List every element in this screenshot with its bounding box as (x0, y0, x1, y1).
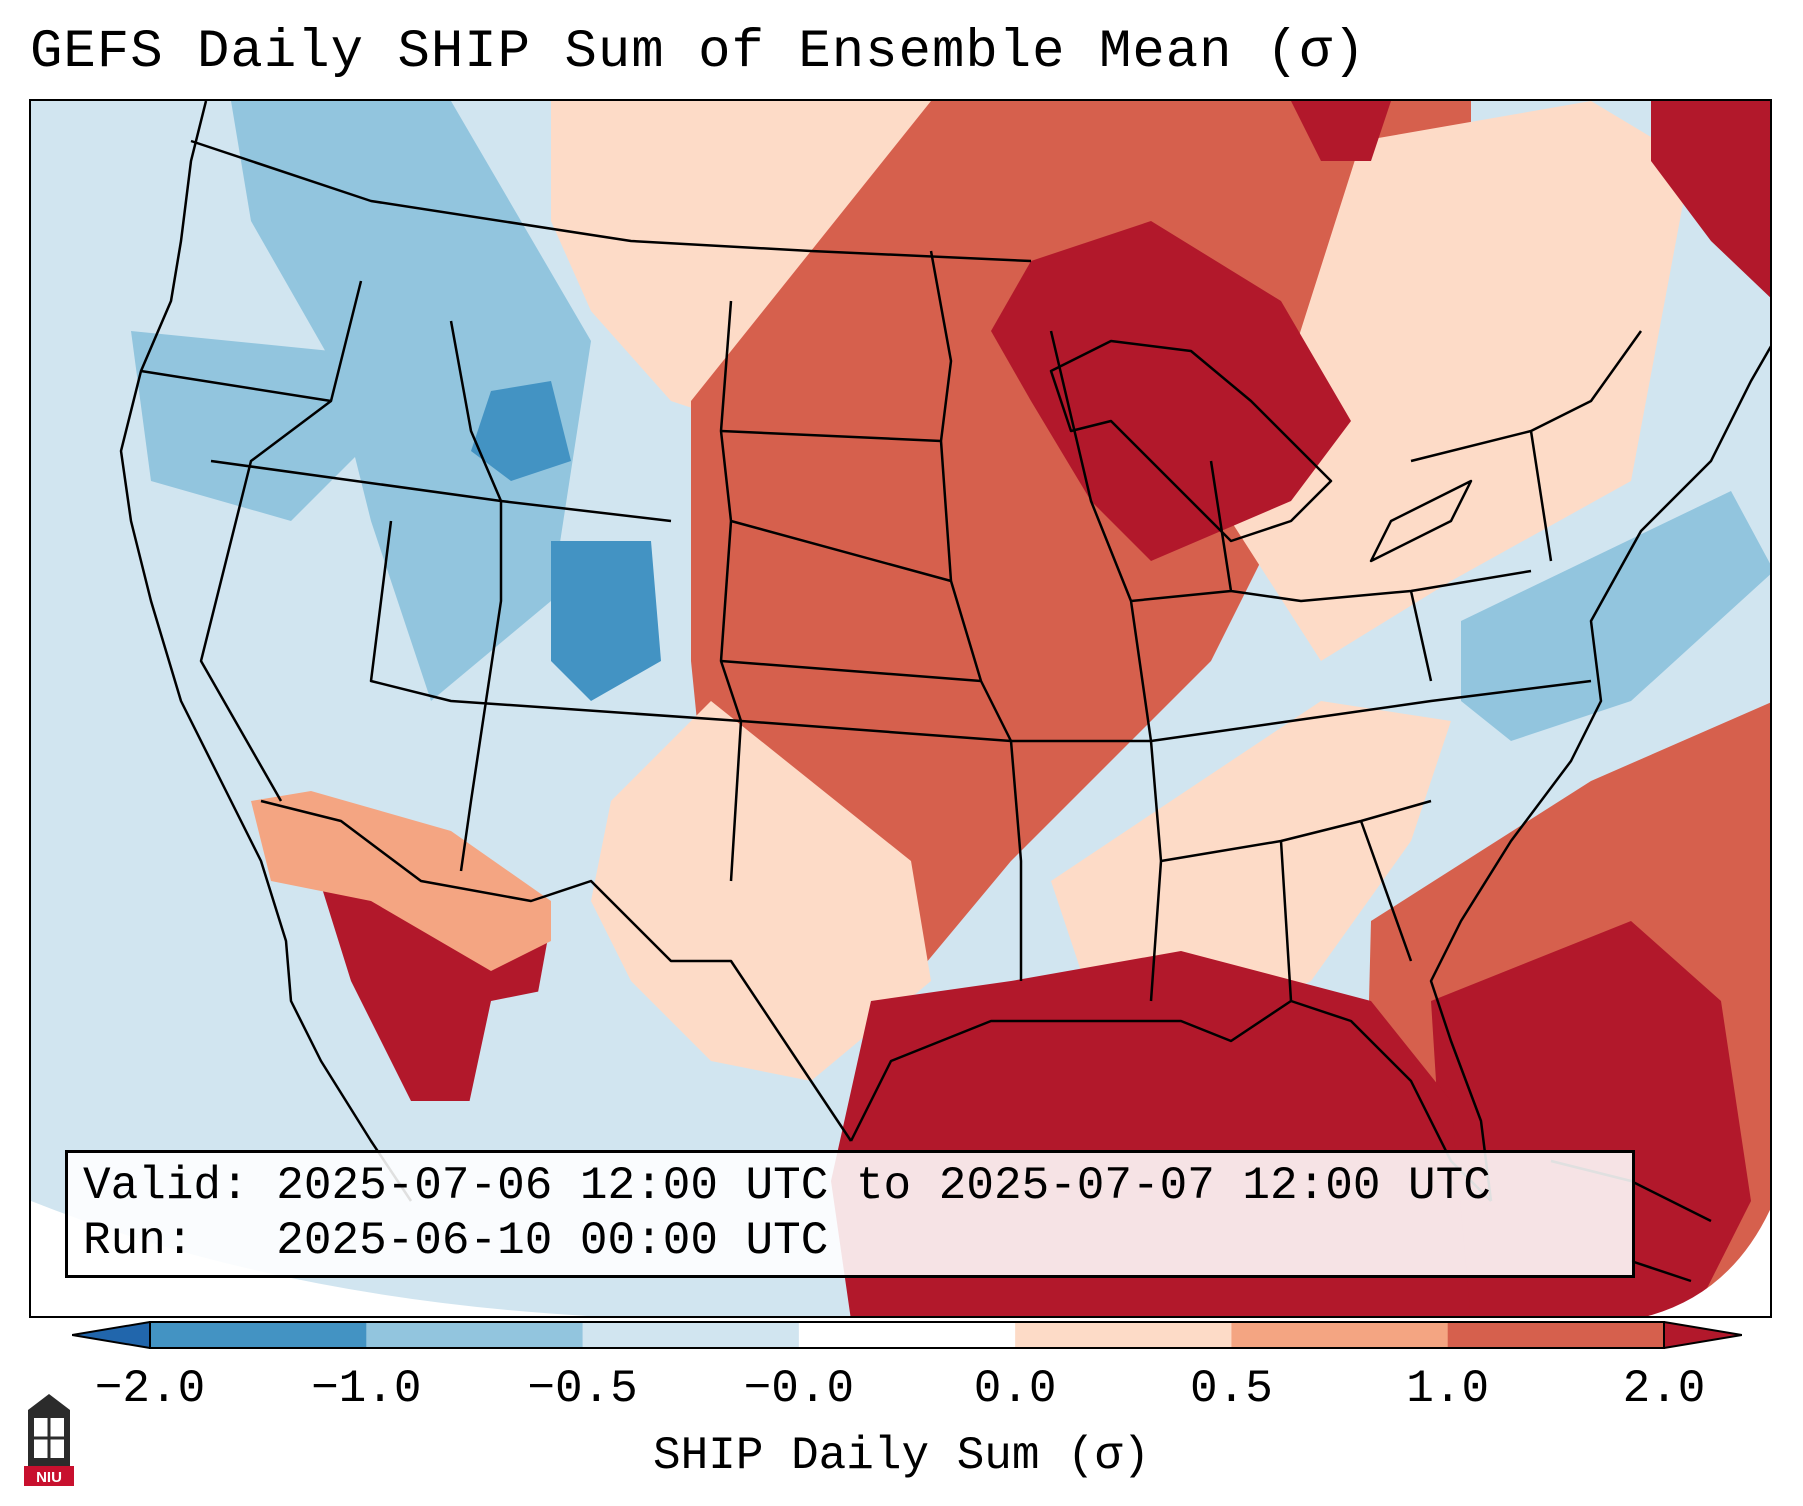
region-mid-atlantic-negative (1461, 491, 1770, 741)
west-coastline (119, 101, 413, 1202)
colorbar-tick-labels: −2.0 −1.0 −0.5 −0.0 0.0 0.5 1.0 2.0 (0, 1363, 1803, 1415)
region-maritimes-strong (1651, 101, 1770, 298)
colorbar-tick-label: −2.0 (94, 1363, 206, 1415)
colorbar-outline (149, 1321, 1665, 1349)
region-texas (591, 701, 931, 1081)
region-hudson-strong (1291, 101, 1391, 161)
run-label: Run: (83, 1215, 194, 1267)
colorbar-under-outline (72, 1321, 151, 1349)
colorbar-tick-label: −0.0 (743, 1363, 855, 1415)
colorbar (72, 1321, 1742, 1349)
colorbar-tick-label: −0.5 (527, 1363, 638, 1415)
chart-title: GEFS Daily SHIP Sum of Ensemble Mean (σ) (30, 22, 1367, 83)
colorbar-bin (1015, 1322, 1232, 1348)
valid-label: Valid: (83, 1160, 249, 1212)
valid-value: 2025-07-06 12:00 UTC to 2025-07-07 12:00… (276, 1160, 1491, 1212)
colorbar-bin (366, 1322, 584, 1348)
state-lines-west (140, 280, 743, 882)
off-domain-southeast (1647, 1209, 1770, 1316)
colorbar-bin (1231, 1322, 1449, 1348)
colorbar-tick-label: 0.5 (1190, 1363, 1273, 1415)
region-northeast (1231, 101, 1691, 661)
borders-layer (119, 101, 1770, 1283)
colorbar-bin (150, 1322, 367, 1348)
logo-banner (24, 1466, 74, 1486)
off-domain-southwest (31, 1201, 588, 1316)
us-canada-border (190, 139, 1032, 263)
colorbar-tick-label: 2.0 (1622, 1363, 1706, 1415)
colorbar-bin (798, 1322, 1016, 1348)
niu-logo: NIU (24, 1394, 74, 1486)
colorbar-tick-label: 0.0 (973, 1363, 1057, 1415)
colorbar-bin (582, 1322, 800, 1348)
state-lines-central (720, 250, 1163, 1002)
great-lakes (1049, 339, 1473, 563)
us-mexico-border (260, 799, 853, 1142)
colorbar-tick-label: 1.0 (1406, 1363, 1490, 1415)
state-lines-east (1130, 330, 1643, 1002)
florida-atlantic-coast (1429, 345, 1770, 1202)
colorbar-under-arrow (72, 1322, 150, 1348)
region-wyoming-negative (471, 381, 571, 481)
colorbar-bin (1447, 1322, 1665, 1348)
region-mexico-positive (251, 791, 551, 971)
ship-anomaly-map (31, 101, 1770, 1316)
region-colorado-negative (551, 541, 661, 701)
run-value: 2025-06-10 00:00 UTC (276, 1215, 829, 1267)
region-great-lakes-strong (991, 221, 1351, 561)
logo-text: NIU (36, 1469, 62, 1486)
colorbar-label: SHIP Daily Sum (σ) (653, 1430, 1150, 1482)
colorbar-tick-label: −1.0 (311, 1363, 422, 1415)
colorbar-over-outline (1663, 1321, 1742, 1349)
valid-run-info-box: Valid: 2025-07-06 12:00 UTC to 2025-07-0… (65, 1150, 1635, 1278)
gulf-coastline (849, 999, 1492, 1202)
region-southeast (1051, 701, 1451, 1021)
map-panel (29, 99, 1772, 1318)
colorbar-over-arrow (1664, 1322, 1742, 1348)
